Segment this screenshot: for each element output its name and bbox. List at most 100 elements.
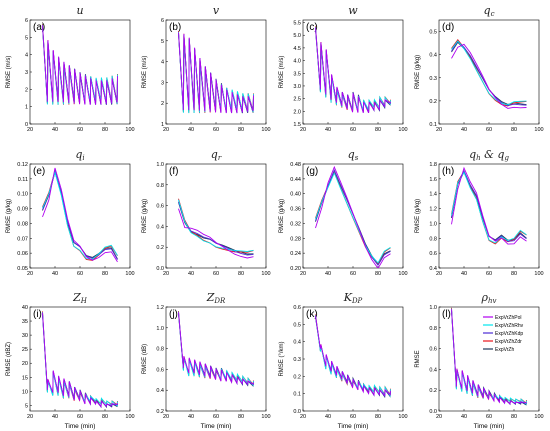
- y-tick-label: 0.2: [156, 245, 164, 251]
- x-tick-label: 60: [213, 127, 219, 133]
- panel-label: (i): [33, 309, 42, 320]
- panel-title: KDP: [343, 291, 363, 305]
- y-tick-label: 40: [22, 305, 28, 311]
- y-tick-label: 0.4: [429, 53, 437, 59]
- y-tick-label: 0.2: [429, 99, 437, 105]
- y-tick-label: 5: [25, 403, 28, 409]
- x-tick-label: 60: [77, 127, 83, 133]
- x-tick-label: 20: [300, 127, 306, 133]
- panel-title: qh & qg: [469, 148, 509, 162]
- y-tick-label: 2: [161, 101, 164, 107]
- y-tick-label: 0.1: [293, 392, 301, 398]
- y-tick-label: 0.6: [156, 367, 164, 373]
- panel-a: u (a) 20 40 60 80 100 0 1 2 3 4 5 6 RMSE (m/s): [6, 4, 135, 133]
- y-tick-label: 20: [22, 361, 28, 367]
- x-tick-label: 100: [261, 127, 270, 133]
- panel-title: u: [76, 4, 83, 17]
- x-tick-label: 20: [27, 127, 33, 133]
- y-tick-label: 5: [161, 39, 164, 45]
- y-tick-label: 0.08: [17, 221, 28, 227]
- y-tick-label: 0.2: [429, 388, 437, 394]
- x-tick-label: 40: [461, 271, 467, 277]
- y-tick-label: 2.0: [293, 109, 301, 115]
- series-line-ExpVrZhPol: [42, 25, 118, 105]
- y-tick-label: 2: [25, 87, 28, 93]
- panel-frame: [165, 306, 267, 412]
- y-tick-label: 4.0: [293, 59, 301, 65]
- y-axis-label: RMSE (g/kg): [415, 199, 421, 233]
- x-tick-label: 80: [238, 271, 244, 277]
- y-tick-label: 0.12: [17, 162, 28, 168]
- y-tick-label: 5.5: [293, 21, 301, 27]
- y-tick-label: 0.8: [429, 236, 437, 242]
- x-tick-label: 100: [398, 127, 407, 133]
- x-tick-label: 60: [486, 414, 492, 420]
- x-tick-label: 20: [300, 271, 306, 277]
- x-tick-label: 80: [511, 414, 517, 420]
- x-tick-label: 20: [436, 127, 442, 133]
- panel-g: qs (g) 20 40 60 80 100 0.20 0.24 0.28 0.32 0.36 0.40…: [279, 148, 408, 277]
- y-tick-label: 1.5: [293, 122, 301, 128]
- legend-entry: ExpVrZhRhv: [495, 323, 524, 329]
- y-tick-label: 3.5: [293, 71, 301, 77]
- series-line-ExpVrZhRhv: [42, 170, 118, 260]
- panel-label: (l): [442, 309, 451, 320]
- panel-i: ZH (i) 20 40 60 80 100 5 10 15 20 25 30 35 40 RMSE (dBZ…: [6, 291, 135, 430]
- panel-h: qh & qg (h) 20 40 60 80 100 0.4 0.6 0.8 1.0 1.2 1.4 1…: [415, 148, 544, 277]
- series-line-ExpVrZhPol: [315, 27, 391, 114]
- x-tick-label: 80: [375, 414, 381, 420]
- series-line-ExpVrZhPol: [315, 165, 391, 268]
- y-tick-label: 1.0: [156, 162, 164, 168]
- x-tick-label: 20: [163, 271, 169, 277]
- x-axis-label: Time (min): [338, 423, 369, 430]
- x-tick-label: 80: [375, 271, 381, 277]
- panel-b: v (b) 20 40 60 80 100 1 2 3 4 5 6 RMSE (m/s): [142, 4, 271, 133]
- panel-title: qr: [211, 148, 222, 162]
- x-tick-label: 80: [238, 414, 244, 420]
- y-axis-label: RMSE (m/s): [142, 56, 148, 89]
- panel-f: qr (f) 20 40 60 80 100 0.0 0.2 0.4 0.6 0.8 1.0 RMSE (…: [142, 148, 271, 277]
- x-tick-label: 80: [238, 127, 244, 133]
- y-tick-label: 0.3: [293, 357, 301, 363]
- x-tick-label: 40: [461, 127, 467, 133]
- legend-entry: ExpVrZh: [495, 347, 514, 353]
- x-tick-label: 20: [436, 271, 442, 277]
- y-tick-label: 35: [22, 319, 28, 325]
- y-axis-label: RMSE (g/kg): [6, 199, 12, 233]
- x-tick-label: 20: [163, 127, 169, 133]
- x-axis-label: Time (min): [201, 423, 232, 430]
- x-tick-label: 60: [350, 271, 356, 277]
- y-tick-label: 0.40: [290, 192, 301, 198]
- series-line-ExpVrZhRhv: [178, 199, 254, 252]
- x-tick-label: 100: [261, 414, 270, 420]
- panel-l: ρhv (l) 20 40 60 80 100 0.0 0.2 0.4 0.6 0.8 1.0 RMSE T…: [415, 291, 544, 430]
- x-tick-label: 60: [77, 271, 83, 277]
- y-tick-label: 1.6: [429, 177, 437, 183]
- y-axis-label: RMSE (g/kg): [142, 199, 148, 233]
- y-tick-label: 6: [25, 18, 28, 24]
- y-axis-label: RMSE: [415, 350, 421, 367]
- legend: ExpVrZhPol ExpVrZhRhv ExpVrZhKdp ExpVrZhZdr…: [483, 315, 524, 353]
- panel-k: KDP (k) 20 40 60 80 100 0.0 0.1 0.2 0.3 0.4 0.5 0.6 RM…: [279, 291, 408, 430]
- y-tick-label: 0.36: [290, 207, 301, 213]
- series-line-ExpVrZhRhv: [315, 171, 391, 264]
- series-line-ExpVrZhPol: [178, 312, 254, 386]
- series-line-ExpVrZhKdp: [178, 201, 254, 256]
- legend-entry: ExpVrZhPol: [495, 315, 522, 321]
- y-tick-label: 0.07: [17, 236, 28, 242]
- x-tick-label: 40: [188, 414, 194, 420]
- y-tick-label: 0.4: [429, 367, 437, 373]
- x-tick-label: 60: [77, 414, 83, 420]
- panel-label: (h): [442, 166, 454, 177]
- y-tick-label: 0.4: [156, 388, 164, 394]
- y-axis-label: RMSE (m/s): [6, 56, 12, 89]
- x-tick-label: 100: [125, 127, 134, 133]
- panel-label: (g): [306, 166, 318, 177]
- y-tick-label: 0.24: [290, 251, 301, 257]
- x-tick-label: 60: [486, 127, 492, 133]
- y-tick-label: 6: [161, 18, 164, 24]
- y-tick-label: 0.48: [290, 162, 301, 168]
- panel-d: qc (d) 20 40 60 80 100 0.1 0.2 0.3 0.4 0.5 RMSE (g/k…: [415, 4, 544, 133]
- legend-entry: ExpVrZhZdr: [495, 339, 522, 345]
